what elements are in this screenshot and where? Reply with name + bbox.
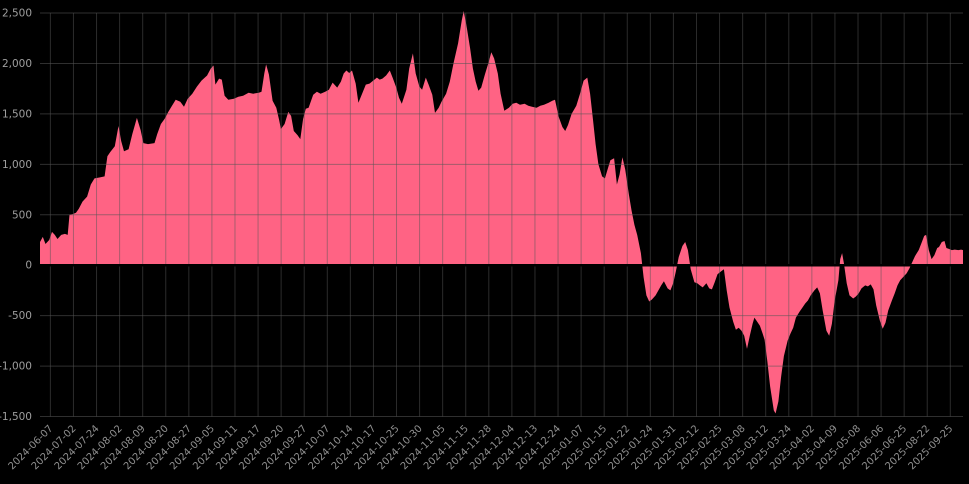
y-axis-label: 0 — [25, 260, 32, 272]
area-series — [40, 11, 963, 414]
y-axis-label: 500 — [12, 209, 32, 221]
y-axis-label: 2,500 — [2, 8, 32, 20]
y-axis-label: -500 — [8, 310, 32, 322]
y-axis-label: 2,000 — [2, 58, 32, 70]
y-axis-label: -1,000 — [0, 361, 32, 373]
y-axis-label: -1,500 — [0, 411, 32, 423]
y-axis-label: 1,000 — [2, 159, 32, 171]
y-axis-label: 1,500 — [2, 108, 32, 120]
